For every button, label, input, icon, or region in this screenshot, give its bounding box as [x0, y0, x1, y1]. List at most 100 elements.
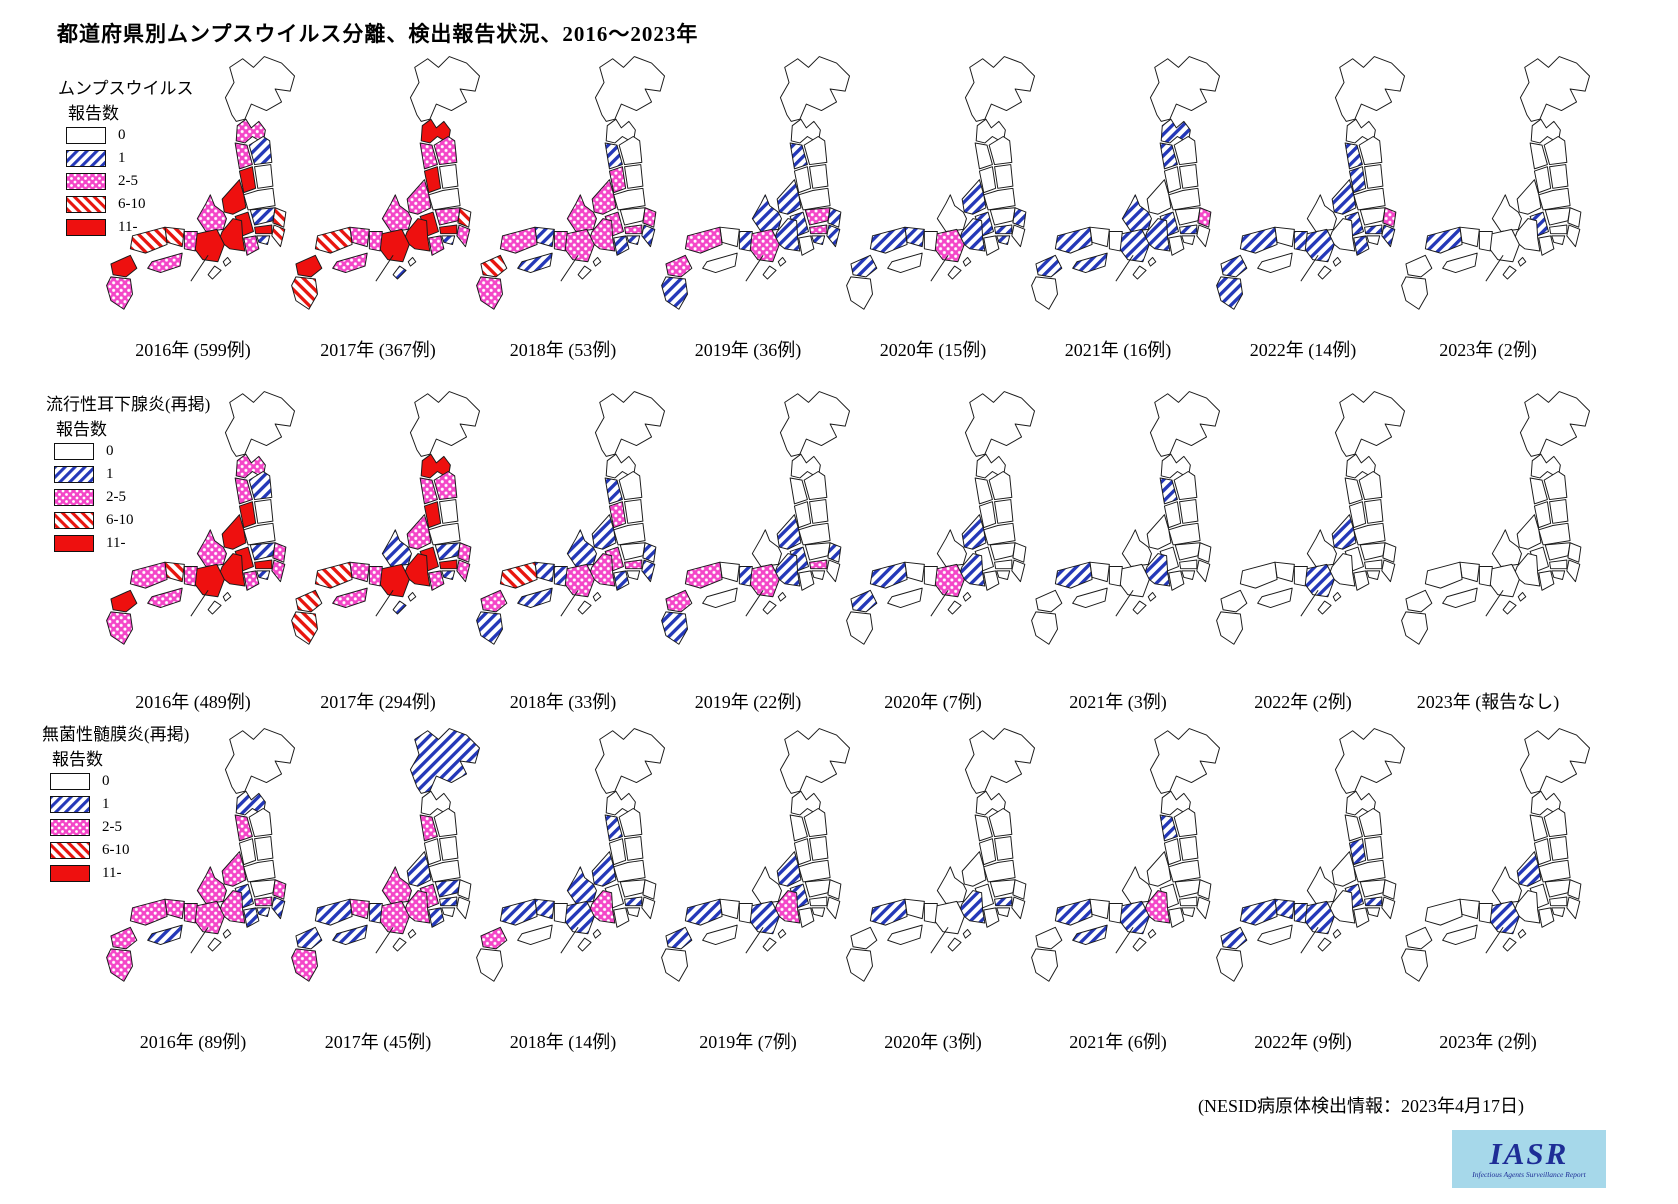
prefecture-region-aomori	[975, 790, 1006, 816]
prefecture-region-fukushima	[1538, 187, 1571, 211]
prefecture-region-hyogo	[553, 566, 568, 587]
prefecture-region-kyushu-north	[1035, 926, 1063, 950]
prefecture-region-ibaraki	[1012, 879, 1027, 900]
prefecture-region-miyagi	[1364, 499, 1384, 524]
prefecture-region-yamagata	[1163, 166, 1182, 194]
islet	[1147, 591, 1157, 602]
prefecture-region-akita	[974, 814, 993, 842]
islet	[1332, 256, 1342, 267]
japan-map-row2-2023年	[1401, 391, 1591, 645]
prefecture-region-kanagawa	[1366, 235, 1381, 245]
prefecture-region-kyushu-north	[1220, 254, 1248, 278]
japan-map-row3-2021年	[1031, 728, 1221, 982]
prefecture-region-chiba	[826, 224, 841, 248]
prefecture-region-okinawa	[947, 937, 962, 952]
map-panel-2016年	[85, 722, 301, 995]
prefecture-region-chiba	[641, 896, 656, 920]
prefecture-region-kyushu-south	[1216, 611, 1244, 645]
prefecture-region-kinki	[192, 228, 225, 263]
year-label: 2019年 (7例)	[699, 1032, 797, 1052]
map-panel-2018年	[455, 50, 671, 323]
prefecture-region-aomori	[790, 453, 821, 479]
prefecture-region-hyogo	[553, 903, 568, 924]
prefecture-region-chiba	[1381, 559, 1396, 583]
prefecture-region-kanagawa	[441, 235, 456, 245]
prefecture-region-aomori	[1530, 453, 1561, 479]
prefecture-region-kanagawa	[1366, 570, 1381, 580]
okinawa-inset-line	[1115, 927, 1134, 954]
prefecture-region-kyushu-south	[476, 276, 504, 310]
prefecture-region-aomori	[605, 118, 636, 144]
prefecture-region-akita	[1529, 814, 1548, 842]
year-label: 2018年 (53例)	[509, 340, 617, 360]
prefecture-region-hyogo	[923, 566, 938, 587]
prefecture-region-fukushima	[1538, 859, 1571, 883]
prefecture-region-hokkaido	[1519, 56, 1591, 122]
prefecture-region-niigata	[221, 851, 247, 887]
prefecture-region-yamanashi-shizuoka	[983, 235, 1000, 256]
prefecture-region-chiba	[1566, 224, 1581, 248]
prefecture-region-fukushima	[1168, 859, 1201, 883]
prefecture-region-fukushima	[1168, 522, 1201, 546]
prefecture-region-yamanashi-shizuoka	[983, 907, 1000, 928]
legend-bin-label: 1	[118, 150, 126, 166]
prefecture-region-kyushu-south	[1031, 611, 1059, 645]
prefecture-region-chugoku-west	[1239, 898, 1278, 926]
prefecture-region-ibaraki	[1382, 542, 1397, 563]
prefecture-region-miyagi	[1364, 836, 1384, 861]
map-panel-2018年	[455, 722, 671, 995]
prefecture-region-okinawa	[577, 600, 592, 615]
prefecture-region-akita	[789, 814, 808, 842]
prefecture-region-fukushima	[243, 522, 276, 546]
prefecture-region-chiba	[1011, 896, 1026, 920]
legend-bin-label: 11-	[118, 219, 138, 235]
prefecture-region-fukushima	[428, 522, 461, 546]
prefecture-region-chugoku-east	[164, 561, 185, 583]
prefecture-region-akita	[1344, 142, 1363, 170]
japan-map-row3-2019年	[661, 728, 851, 982]
iasr-logo: IASR Infectious Agents Surveillance Repo…	[1452, 1130, 1606, 1188]
prefecture-region-hokkaido	[1149, 391, 1221, 457]
prefecture-region-niigata	[1331, 851, 1357, 887]
japan-map-row1-2022年	[1216, 56, 1406, 310]
prefecture-region-miyagi	[1549, 836, 1569, 861]
prefecture-region-yamanashi-shizuoka	[243, 235, 260, 256]
okinawa-inset-line	[190, 255, 209, 282]
okinawa-inset-line	[1115, 255, 1134, 282]
prefecture-region-kyushu-south	[1216, 948, 1244, 982]
prefecture-region-hokkaido	[409, 56, 481, 122]
row-subtitle: 報告数	[56, 420, 107, 439]
prefecture-region-miyagi	[809, 499, 829, 524]
prefecture-region-kyushu-south	[106, 276, 134, 310]
prefecture-region-ibaraki	[827, 542, 842, 563]
japan-map-row3-2016年	[106, 728, 296, 982]
okinawa-inset-line	[375, 255, 394, 282]
legend-bin-label: 2-5	[102, 819, 122, 835]
prefecture-region-kyushu-north	[295, 926, 323, 950]
okinawa-inset-line	[1115, 590, 1134, 617]
prefecture-region-kinki	[1302, 228, 1335, 263]
prefecture-region-hyogo	[368, 231, 383, 252]
okinawa-inset-line	[1300, 927, 1319, 954]
prefecture-region-niigata	[1516, 179, 1542, 215]
prefecture-region-kanagawa	[626, 570, 641, 580]
prefecture-region-ibaraki	[1567, 542, 1582, 563]
prefecture-region-niigata	[591, 514, 617, 550]
prefecture-region-aomori	[420, 790, 451, 816]
prefecture-region-kinki	[1117, 228, 1150, 263]
prefecture-region-iwate	[1173, 807, 1198, 838]
legend-bin-label: 6-10	[102, 842, 130, 858]
legend-bin: 0	[50, 770, 130, 793]
legend-bin: 11-	[66, 216, 146, 239]
prefecture-region-okinawa	[207, 265, 222, 280]
prefecture-region-kyushu-north	[110, 254, 138, 278]
prefecture-region-yamagata	[423, 838, 442, 866]
prefecture-region-shikoku	[147, 587, 183, 609]
prefecture-region-kyushu-north	[1405, 926, 1433, 950]
prefecture-region-okinawa	[392, 937, 407, 952]
prefecture-region-ibaraki	[827, 879, 842, 900]
year-label: 2020年 (15例)	[879, 340, 987, 360]
prefecture-region-kinki	[1302, 900, 1335, 935]
prefecture-region-iwate	[988, 135, 1013, 166]
prefecture-region-kyushu-south	[846, 611, 874, 645]
